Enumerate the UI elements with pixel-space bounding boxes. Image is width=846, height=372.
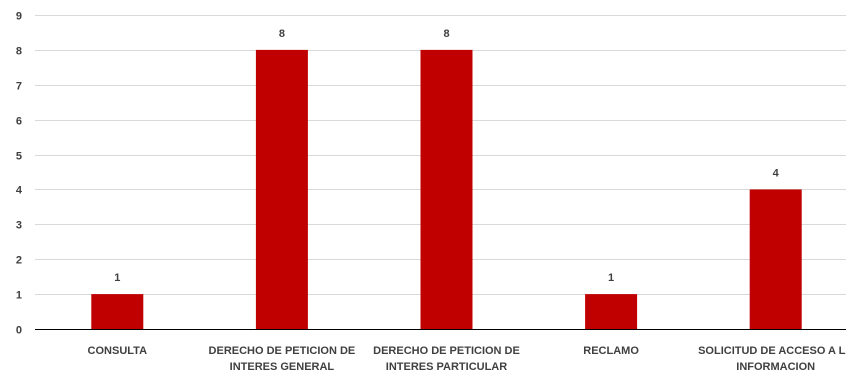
category-label: CONSULTA xyxy=(88,345,148,357)
category-label: RECLAMO xyxy=(583,345,639,357)
data-label: 8 xyxy=(279,28,285,40)
category-label: SOLICITUD DE ACCESO A LA xyxy=(698,345,846,357)
data-label: 8 xyxy=(443,28,449,40)
y-tick-label: 2 xyxy=(16,255,22,267)
y-tick-label: 4 xyxy=(16,185,23,197)
bar xyxy=(749,189,802,329)
category-label: DERECHO DE PETICION DE xyxy=(209,345,356,357)
y-tick-label: 6 xyxy=(16,116,22,128)
bar xyxy=(420,49,473,330)
category-label: INTERES PARTICULAR xyxy=(386,361,507,372)
data-label: 1 xyxy=(608,272,614,284)
category-label: INFORMACION xyxy=(736,361,815,372)
y-tick-label: 3 xyxy=(16,220,22,232)
category-label: INTERES GENERAL xyxy=(230,361,335,372)
y-tick-label: 7 xyxy=(16,81,22,93)
data-labels: 1 8 8 1 4 xyxy=(114,28,779,284)
bars xyxy=(91,49,802,330)
y-tick-label: 0 xyxy=(16,325,22,337)
data-label: 4 xyxy=(773,167,780,179)
y-tick-label: 1 xyxy=(16,290,22,302)
bar xyxy=(585,294,638,329)
data-label: 1 xyxy=(114,272,120,284)
bar xyxy=(91,294,144,329)
y-axis-ticks: 0 1 2 3 4 5 6 7 8 9 xyxy=(16,11,23,337)
bar xyxy=(255,49,308,330)
category-labels: CONSULTA DERECHO DE PETICION DE INTERES GE… xyxy=(88,345,846,372)
y-tick-label: 5 xyxy=(16,151,22,163)
category-label: DERECHO DE PETICION DE xyxy=(373,345,520,357)
y-tick-label: 8 xyxy=(16,46,22,58)
y-tick-label: 9 xyxy=(16,11,22,23)
